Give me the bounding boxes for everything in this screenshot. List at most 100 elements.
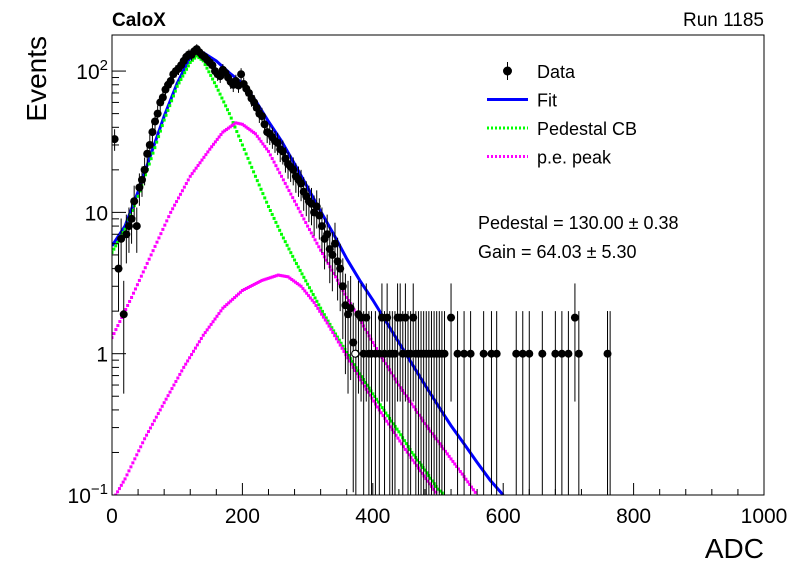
curve-dot bbox=[321, 315, 325, 319]
curve-dot bbox=[413, 461, 417, 465]
curve-dot bbox=[162, 401, 166, 405]
data-point bbox=[151, 117, 160, 126]
data-point bbox=[124, 222, 133, 231]
curve-dot bbox=[349, 362, 353, 366]
legend-label: Data bbox=[537, 62, 576, 82]
curve-dot bbox=[421, 419, 425, 423]
curve-dot bbox=[209, 322, 213, 326]
curve-dot bbox=[296, 206, 300, 210]
data-point bbox=[273, 138, 282, 147]
curve-dot bbox=[250, 283, 254, 287]
curve-dot bbox=[201, 333, 205, 337]
curve-dot bbox=[195, 343, 199, 347]
data-point bbox=[570, 313, 579, 322]
curve-dot bbox=[289, 192, 293, 196]
curve-dot bbox=[235, 294, 239, 298]
curve-dot bbox=[254, 281, 258, 285]
curve-dot bbox=[270, 275, 274, 279]
curve-dot bbox=[135, 453, 139, 457]
curve-dot bbox=[186, 178, 190, 182]
curve-dot bbox=[180, 369, 184, 373]
data-point bbox=[137, 175, 146, 184]
curve-dot bbox=[345, 295, 349, 299]
legend-data-marker bbox=[503, 66, 512, 76]
curve-dot bbox=[135, 283, 139, 287]
curve-dot bbox=[330, 268, 334, 272]
y-axis-title: Events bbox=[21, 36, 52, 122]
curve-dot bbox=[231, 297, 235, 301]
curve-dot bbox=[149, 253, 153, 257]
curve-dot bbox=[445, 452, 449, 456]
data-point bbox=[479, 349, 488, 358]
curve-dot bbox=[268, 153, 272, 157]
curve-dot bbox=[178, 372, 182, 376]
curve-dot bbox=[410, 450, 414, 454]
curve-dot bbox=[453, 462, 457, 466]
curve-dot bbox=[183, 71, 187, 75]
curve-dot bbox=[151, 249, 155, 253]
curve-dot bbox=[139, 274, 143, 278]
curve-dot bbox=[408, 448, 412, 452]
curve-dot bbox=[266, 276, 270, 280]
curve-dot bbox=[434, 490, 438, 494]
header-run: Run 1185 bbox=[683, 10, 764, 31]
curve-dot bbox=[207, 70, 211, 74]
data-point bbox=[257, 112, 266, 121]
curve-dot bbox=[217, 135, 221, 139]
curve-dot bbox=[265, 147, 269, 151]
curve-dot bbox=[199, 57, 203, 61]
curve-dot bbox=[112, 332, 116, 336]
curve-dot bbox=[147, 162, 151, 166]
curve-dot bbox=[128, 299, 132, 303]
curve-dot bbox=[423, 422, 427, 426]
curve-dot bbox=[306, 224, 310, 228]
curve-dot bbox=[116, 241, 120, 245]
data-point bbox=[551, 349, 560, 358]
curve-dot bbox=[403, 447, 407, 451]
curve-dot bbox=[449, 457, 453, 461]
curve-dot bbox=[348, 359, 352, 363]
curve-dot bbox=[158, 129, 162, 133]
curve-dot bbox=[229, 299, 233, 303]
curve-dot bbox=[150, 422, 154, 426]
data-point bbox=[278, 147, 287, 156]
data-point bbox=[346, 304, 355, 313]
y-tick-label: 1 bbox=[96, 344, 108, 367]
curve-dot bbox=[131, 461, 135, 465]
curve-dot bbox=[246, 156, 250, 160]
series-data bbox=[112, 44, 612, 495]
curve-dot bbox=[186, 64, 190, 68]
curve-dot bbox=[205, 66, 209, 70]
curve-dot bbox=[306, 282, 310, 286]
curve-dot bbox=[281, 178, 285, 182]
curve-dot bbox=[188, 174, 192, 178]
curve-dot bbox=[402, 439, 406, 443]
curve-dot bbox=[231, 121, 235, 125]
curve-dot bbox=[170, 99, 174, 103]
data-point bbox=[336, 264, 345, 273]
curve-dot bbox=[141, 441, 145, 445]
curve-dot bbox=[149, 157, 153, 161]
curve-dot bbox=[391, 374, 395, 378]
curve-dot bbox=[265, 200, 269, 204]
curve-dot bbox=[310, 298, 314, 302]
curve-dot bbox=[466, 480, 470, 484]
curve-dot bbox=[283, 181, 287, 185]
curve-dot bbox=[145, 261, 149, 265]
curve-dot bbox=[363, 327, 367, 331]
curve-dot bbox=[221, 306, 225, 310]
data-point bbox=[132, 222, 141, 231]
y-tick-label: 10−1 bbox=[68, 481, 108, 508]
curve-dot bbox=[429, 429, 433, 433]
curve-dot bbox=[240, 143, 244, 147]
curve-dot bbox=[303, 289, 307, 293]
curve-dot bbox=[184, 182, 188, 186]
curve-dot bbox=[313, 238, 317, 242]
curve-dot bbox=[144, 173, 148, 177]
curve-dot bbox=[398, 439, 402, 443]
curve-dot bbox=[212, 142, 216, 146]
curve-dot bbox=[168, 104, 172, 108]
curve-dot bbox=[420, 471, 424, 475]
curve-dot bbox=[156, 412, 160, 416]
x-axis-title: ADC bbox=[705, 533, 764, 564]
